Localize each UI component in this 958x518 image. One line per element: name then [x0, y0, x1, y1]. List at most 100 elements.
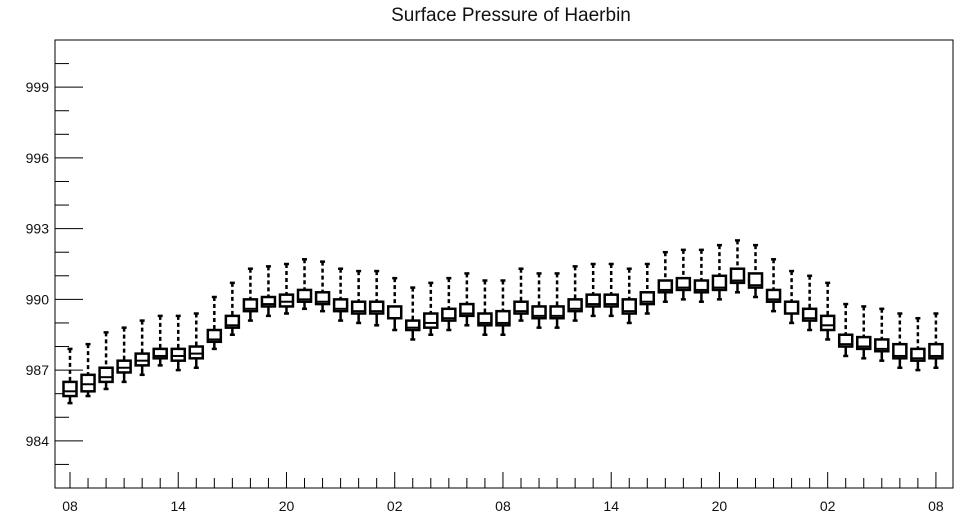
box-plot: [423, 281, 439, 336]
x-tick-label: 14: [603, 498, 619, 514]
plot-frame: [54, 39, 954, 489]
box-body: [747, 272, 764, 289]
box-plot: [567, 265, 583, 322]
box-body: [423, 312, 439, 329]
box-plot: [513, 267, 529, 322]
box-plot: [260, 265, 277, 318]
box-plot: [910, 316, 926, 372]
box-plot: [549, 272, 565, 329]
box-plot: [206, 295, 223, 351]
box-plot: [314, 260, 331, 313]
y-tick-label: 990: [26, 291, 50, 307]
box-plot: [639, 262, 656, 315]
box-body: [729, 267, 746, 285]
box-body: [567, 298, 583, 313]
box-body: [639, 291, 656, 306]
box-body: [495, 309, 511, 327]
box-plot: [531, 272, 547, 329]
box-body: [693, 279, 710, 294]
x-tick-label: 14: [170, 498, 186, 514]
box-plot: [856, 305, 872, 360]
box-plot: [693, 248, 710, 303]
box-plot: [477, 279, 493, 336]
box-body: [910, 347, 926, 362]
box-body: [405, 319, 421, 332]
box-plot: [783, 269, 800, 325]
box-plot: [80, 342, 96, 398]
box-plot: [224, 281, 241, 336]
box-body: [765, 288, 782, 303]
box-plot: [116, 326, 132, 384]
box-plot: [729, 239, 746, 294]
box-plot: [134, 319, 150, 377]
box-plot: [98, 331, 114, 391]
box-plot: [459, 272, 475, 327]
box-body: [675, 276, 692, 292]
box-body: [513, 300, 529, 315]
box-plot: [801, 274, 818, 332]
box-body: [350, 300, 367, 315]
box-body: [837, 333, 854, 348]
box-plot: [603, 262, 619, 318]
x-axis: 08 14 20 02 08 14 20 02 08: [62, 472, 944, 514]
box-body: [368, 300, 385, 315]
box-body: [801, 307, 818, 322]
y-tick-label: 987: [26, 362, 50, 378]
box-series: [62, 239, 944, 405]
box-body: [260, 295, 277, 308]
box-body: [242, 298, 259, 313]
box-plot: [675, 248, 692, 301]
box-body: [928, 342, 944, 360]
x-tick-label: 20: [712, 498, 728, 514]
box-body: [98, 366, 114, 384]
box-body: [224, 314, 241, 329]
box-plot: [837, 302, 854, 358]
box-plot: [928, 312, 944, 369]
box-body: [657, 279, 674, 294]
x-tick-label: 02: [387, 498, 403, 514]
box-plot: [386, 276, 403, 332]
box-plot: [874, 307, 890, 362]
x-tick-label: 20: [279, 498, 295, 514]
box-body: [621, 298, 637, 315]
box-plot: [495, 279, 511, 336]
box-plot: [368, 269, 385, 327]
box-body: [116, 359, 132, 374]
box-plot: [819, 281, 836, 341]
box-body: [206, 328, 223, 344]
box-plot: [62, 347, 78, 405]
x-tick-label: 02: [820, 498, 836, 514]
x-tick-label: 08: [928, 498, 944, 514]
box-plot: [657, 250, 674, 303]
box-plot: [747, 243, 764, 299]
box-body: [874, 338, 890, 353]
box-body: [62, 380, 78, 398]
box-plot: [765, 258, 782, 313]
box-plot: [621, 267, 637, 325]
box-body: [892, 342, 908, 360]
box-body: [531, 305, 547, 320]
box-body: [819, 314, 836, 332]
box-body: [585, 293, 601, 308]
box-body: [783, 300, 800, 315]
box-plot: [892, 312, 908, 369]
box-body: [549, 305, 565, 320]
box-plot: [405, 286, 421, 341]
box-plot: [152, 314, 168, 367]
box-body: [441, 307, 457, 322]
box-plot: [296, 258, 313, 311]
box-plot: [350, 269, 367, 325]
box-body: [278, 293, 295, 308]
box-body: [170, 347, 186, 362]
box-plot: [188, 312, 205, 369]
box-plot: [441, 276, 457, 332]
box-plot: [711, 243, 728, 301]
box-body: [296, 288, 313, 303]
y-tick-label: 999: [26, 79, 50, 95]
box-plot: [585, 262, 601, 318]
box-body: [856, 335, 872, 351]
box-body: [386, 305, 403, 320]
y-tick-label: 996: [26, 150, 50, 166]
box-body: [134, 352, 150, 367]
